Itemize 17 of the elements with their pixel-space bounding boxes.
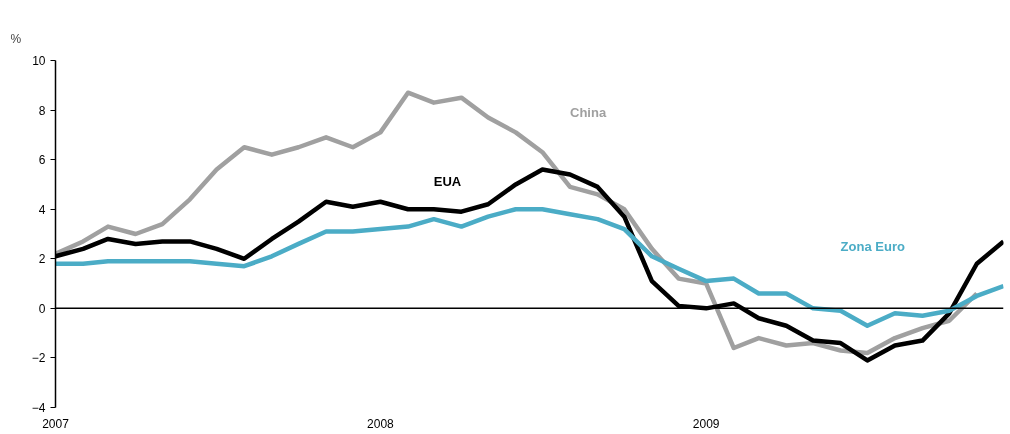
line-series [55, 206, 1004, 328]
y-tick-label: 4 [38, 202, 46, 217]
x-tick-label: 2008 [367, 416, 395, 431]
line-series [55, 90, 980, 356]
y-tick-label: 0 [38, 301, 46, 316]
series-label: EUA [433, 174, 462, 190]
y-tick-label: 8 [38, 103, 46, 118]
y-tick-label: −2 [31, 351, 46, 366]
text: Zona Euro [840, 238, 905, 254]
y-tick-label: 6 [38, 153, 46, 168]
y-tick-label: 2 [38, 252, 46, 267]
x-tick-label: 2009 [692, 416, 720, 431]
text: China [570, 104, 607, 120]
y-tick-label: 10 [32, 54, 46, 68]
x-tick-label: 2007 [42, 416, 70, 431]
y-tick-label: −4 [31, 401, 46, 415]
y-axis-title: % [10, 31, 22, 46]
